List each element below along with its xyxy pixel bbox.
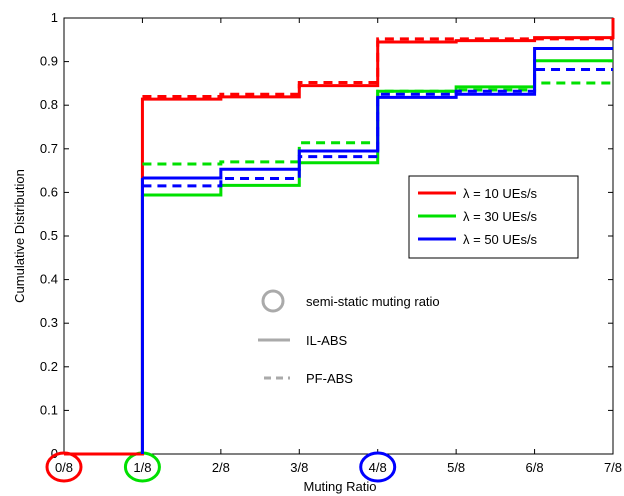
semi-static-circle [359, 451, 397, 483]
series-layer [64, 18, 615, 456]
annotation-circle-icon [261, 289, 285, 313]
y-tick-label: 0 [51, 446, 58, 461]
x-axis-label: Muting Ratio [304, 479, 377, 494]
x-tick-label: 7/8 [604, 460, 622, 475]
x-tick-label: 3/8 [290, 460, 308, 475]
x-tick-label: 0/8 [55, 460, 73, 475]
legend-label: λ = 30 UEs/s [463, 209, 538, 224]
y-tick-label: 1 [51, 10, 58, 25]
x-tick-label: 1/8 [133, 460, 151, 475]
annotation-dashed-label: PF-ABS [306, 371, 353, 386]
y-tick-label: 0.4 [40, 272, 58, 287]
y-tick-label: 0.2 [40, 359, 58, 374]
annotation-circle-label: semi-static muting ratio [306, 294, 440, 309]
legend-label: λ = 10 UEs/s [463, 186, 538, 201]
x-tick-label: 5/8 [447, 460, 465, 475]
annotation-solid-label: IL-ABS [306, 333, 348, 348]
x-tick-label: 2/8 [212, 460, 230, 475]
x-tick-label: 4/8 [369, 460, 387, 475]
y-axis-label: Cumulative Distribution [12, 169, 27, 303]
legend: λ = 10 UEs/s λ = 30 UEs/s λ = 50 UEs/s [408, 175, 579, 259]
series-line [64, 18, 615, 456]
y-tick-label: 0.8 [40, 97, 58, 112]
y-tick-label: 0.3 [40, 315, 58, 330]
y-tick-label: 0.1 [40, 402, 58, 417]
y-tick-label: 0.6 [40, 184, 58, 199]
y-tick-label: 0.9 [40, 54, 58, 69]
y-tick-label: 0.7 [40, 141, 58, 156]
x-tick-label: 6/8 [526, 460, 544, 475]
y-tick-label: 0.5 [40, 228, 58, 243]
series-line [142, 47, 613, 180]
axis-ticks: 0 0.1 0.2 0.3 0.4 0.5 0.6 0.7 0.8 0.9 1 0/8 1/8 2/8 3/… [40, 10, 622, 483]
series-line [142, 37, 613, 98]
legend-label: λ = 50 UEs/s [463, 232, 538, 247]
annotations: semi-static muting ratio IL-ABS PF-ABS [258, 289, 440, 386]
